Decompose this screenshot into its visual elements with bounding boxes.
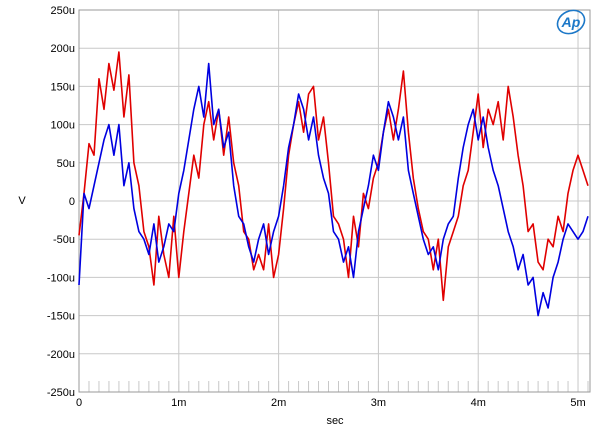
- x-tick-label: 3m: [371, 397, 386, 409]
- y-tick-label: -150u: [47, 311, 75, 323]
- y-tick-label: -100u: [47, 272, 75, 284]
- y-tick-label: -250u: [47, 387, 75, 399]
- x-tick-label: 0: [76, 397, 82, 409]
- y-tick-label: -50u: [53, 234, 75, 246]
- y-tick-label: 0: [69, 196, 75, 208]
- y-tick-label: 50u: [57, 158, 75, 170]
- x-tick-labels: 0 1m 2m 3m 4m 5m: [76, 397, 586, 409]
- plot-frame: [78, 9, 591, 393]
- y-tick-labels: 250u 200u 150u 100u 50u 0 -50u -100u -150u -200u -…: [47, 5, 75, 399]
- ap-logo-text: Ap: [561, 14, 581, 30]
- x-tick-label: 5m: [570, 397, 585, 409]
- x-tick-label: 4m: [471, 397, 486, 409]
- x-tick-label: 2m: [271, 397, 286, 409]
- y-tick-label: 150u: [51, 81, 75, 93]
- y-tick-label: 100u: [51, 120, 75, 132]
- x-tick-label: 1m: [171, 397, 186, 409]
- series-line-2: [78, 62, 589, 317]
- x-axis-label: sec: [326, 415, 344, 427]
- ap-logo-ring: [556, 9, 586, 35]
- series-line-1: [78, 51, 589, 302]
- y-tick-label: 250u: [51, 5, 75, 17]
- y-axis-label: V: [18, 195, 26, 207]
- series-layer: [78, 51, 589, 317]
- y-tick-label: 200u: [51, 43, 75, 55]
- y-tick-label: -200u: [47, 349, 75, 361]
- ap-logo: Ap: [556, 9, 586, 35]
